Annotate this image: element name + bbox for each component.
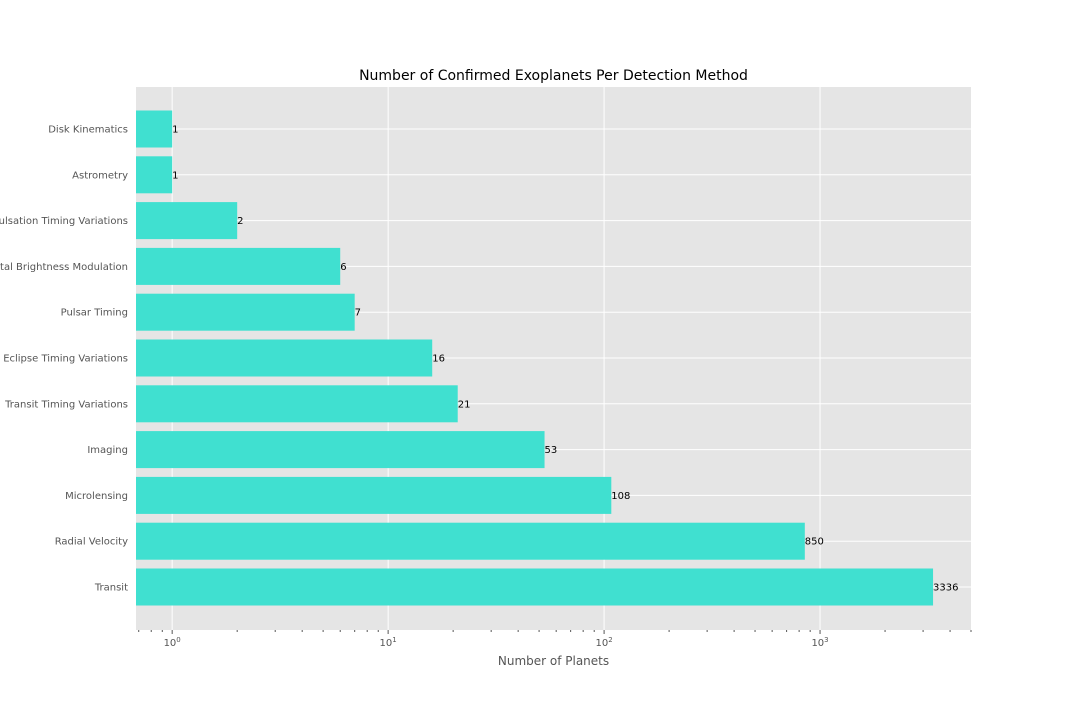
x-tick-label: 102 xyxy=(595,636,612,649)
category-label: Microlensing xyxy=(65,491,128,502)
x-axis-title: Number of Planets xyxy=(498,654,609,668)
category-label: Transit Timing Variations xyxy=(4,399,128,410)
category-label: Astrometry xyxy=(72,170,128,181)
bar xyxy=(136,156,173,194)
category-label: Imaging xyxy=(87,445,128,456)
category-label: Pulsar Timing xyxy=(61,308,128,319)
x-tick-label: 100 xyxy=(164,636,181,649)
category-label: Eclipse Timing Variations xyxy=(3,354,128,365)
value-label: 108 xyxy=(611,491,630,502)
category-label: Transit xyxy=(94,583,128,594)
bar xyxy=(136,385,458,423)
value-label: 21 xyxy=(458,399,471,410)
bar xyxy=(136,202,238,240)
bar xyxy=(136,110,173,148)
category-label: Orbital Brightness Modulation xyxy=(0,262,128,273)
bar xyxy=(136,339,433,377)
bar xyxy=(136,293,355,331)
x-tick-label: 103 xyxy=(811,636,828,649)
bar xyxy=(136,431,545,469)
bar xyxy=(136,476,612,514)
value-label: 3336 xyxy=(933,583,958,594)
value-label: 6 xyxy=(340,262,346,273)
labels: Transit 3336 Radial Velocity 850 Microlensin… xyxy=(0,125,958,594)
value-label: 53 xyxy=(545,445,558,456)
value-label: 7 xyxy=(355,308,361,319)
value-label: 1 xyxy=(172,170,178,181)
bar xyxy=(136,247,341,285)
chart-title: Number of Confirmed Exoplanets Per Detec… xyxy=(359,68,748,84)
value-label: 2 xyxy=(237,216,243,227)
value-label: 1 xyxy=(172,125,178,136)
value-label: 16 xyxy=(432,354,445,365)
category-label: Disk Kinematics xyxy=(48,125,128,136)
bars xyxy=(136,110,934,606)
category-label: Pulsation Timing Variations xyxy=(0,216,128,227)
x-axis-ticks: 100 101 102 103 xyxy=(138,630,972,649)
x-tick-label: 101 xyxy=(380,636,397,649)
value-label: 850 xyxy=(805,537,824,548)
bar xyxy=(136,568,934,606)
category-label: Radial Velocity xyxy=(55,537,128,548)
bar xyxy=(136,522,805,560)
